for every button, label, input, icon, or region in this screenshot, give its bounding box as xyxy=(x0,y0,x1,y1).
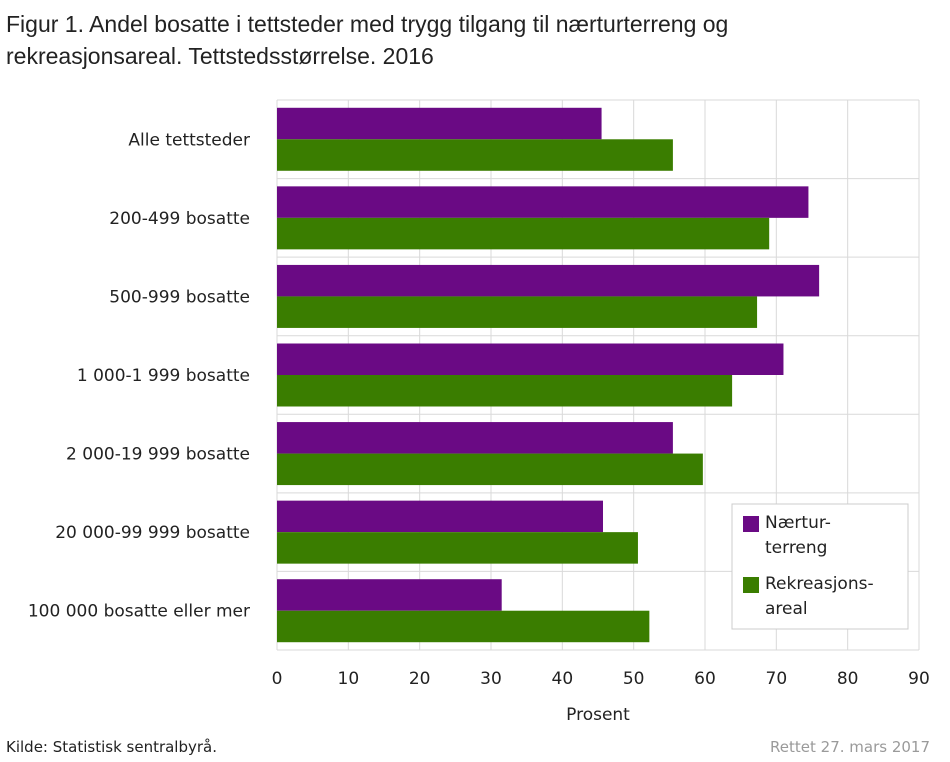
category-label: Alle tettsteder xyxy=(128,130,250,150)
bars xyxy=(277,107,820,643)
x-tick-label: 70 xyxy=(766,669,788,689)
x-tick-label: 60 xyxy=(694,669,716,689)
legend-label: Rekreasjons- xyxy=(765,574,874,594)
category-label: 2 000-19 999 bosatte xyxy=(66,445,250,465)
legend-box xyxy=(731,503,909,630)
bar xyxy=(277,422,673,454)
bar xyxy=(277,139,673,171)
bar xyxy=(277,343,784,375)
bar xyxy=(277,186,809,218)
x-tick-label: 40 xyxy=(552,669,574,689)
category-label: 1 000-1 999 bosatte xyxy=(77,366,250,386)
legend-label: areal xyxy=(765,599,808,619)
category-label: 200-499 bosatte xyxy=(109,209,250,229)
x-tick-labels: 0 10 20 30 40 50 60 70 80 90 xyxy=(272,669,930,689)
legend-label: Nærtur- xyxy=(765,513,831,533)
x-tick-label: 20 xyxy=(409,669,431,689)
chart-title: Figur 1. Andel bosatte i tettsteder med … xyxy=(6,8,936,72)
category-label: 100 000 bosatte eller mer xyxy=(28,602,250,622)
x-tick-label: 0 xyxy=(272,669,283,689)
bar xyxy=(277,264,820,297)
bar xyxy=(277,532,638,564)
legend-label: terreng xyxy=(765,538,827,558)
x-tick-label: 10 xyxy=(338,669,360,689)
bar xyxy=(277,107,602,140)
legend-swatch xyxy=(743,516,759,532)
bar xyxy=(277,375,733,407)
bar xyxy=(277,610,650,643)
bar xyxy=(277,453,703,486)
title-line-1: Figur 1. Andel bosatte i tettsteder med … xyxy=(6,11,729,37)
x-axis-label: Prosent xyxy=(566,705,630,725)
category-label: 500-999 bosatte xyxy=(109,287,250,307)
bar xyxy=(277,500,603,533)
x-tick-label: 50 xyxy=(623,669,645,689)
bar xyxy=(277,217,770,250)
category-label: 20 000-99 999 bosatte xyxy=(55,523,250,543)
legend-swatch xyxy=(743,577,759,593)
updated-note: Rettet 27. mars 2017 xyxy=(770,738,930,756)
category-labels: Alle tettsteder 200-499 bosatte 500-999 bo… xyxy=(28,130,250,621)
legend: Nærtur-terreng Rekreasjons-areal xyxy=(731,503,909,630)
title-line-2: rekreasjonsareal. Tettstedsstørrelse. 20… xyxy=(6,43,434,69)
source-note: Kilde: Statistisk sentralbyrå. xyxy=(6,738,218,756)
x-tick-label: 30 xyxy=(480,669,502,689)
bar xyxy=(277,296,758,328)
x-tick-label: 90 xyxy=(908,669,930,689)
x-tick-label: 80 xyxy=(837,669,859,689)
bar xyxy=(277,579,502,611)
